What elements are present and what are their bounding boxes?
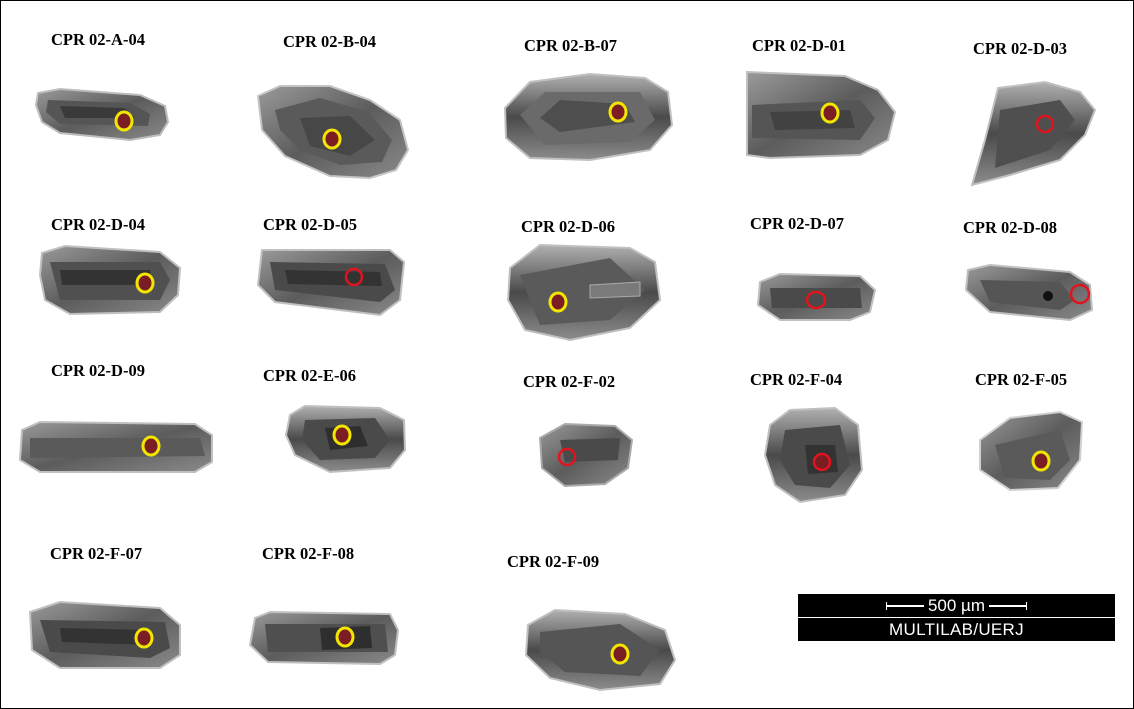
zircon-grain — [964, 263, 1094, 322]
zircon-grain — [256, 249, 406, 317]
grain-label: CPR 02-D-05 — [263, 215, 357, 234]
grain-label: CPR 02-F-02 — [523, 372, 616, 391]
grain-label: CPR 02-D-04 — [51, 215, 145, 234]
zircon-grain — [28, 600, 181, 669]
scale-bar: 500 µm MULTILAB/UERJ — [798, 594, 1115, 641]
analysis-spot-markers — [114, 101, 1091, 665]
grain-label: CPR 02-F-04 — [750, 370, 843, 389]
scale-length-text: 500 µm — [927, 595, 986, 615]
zircon-grain — [506, 243, 662, 342]
grain-label: CPR 02-F-07 — [50, 544, 143, 563]
grain-label: CPR 02-D-09 — [51, 361, 145, 380]
grain-label: CPR 02-D-03 — [973, 39, 1067, 58]
zircon-grain — [18, 420, 213, 473]
zircon-grain — [524, 608, 677, 692]
lab-name: MULTILAB/UERJ — [889, 619, 1024, 639]
zircon-grain — [38, 244, 182, 316]
zircon-grain — [756, 272, 877, 321]
grain-label: CPR 02-F-08 — [262, 544, 355, 563]
zircon-grain — [34, 87, 170, 142]
zircon-grain — [970, 80, 1097, 187]
grain-label: CPR 02-B-07 — [524, 36, 618, 55]
grain-label: CPR 02-F-09 — [507, 552, 600, 571]
zircon-grain — [979, 410, 1084, 492]
grain-label: CPR 02-A-04 — [51, 30, 145, 49]
grain-label: CPR 02-B-04 — [283, 32, 377, 51]
grain-label: CPR 02-D-01 — [752, 36, 846, 55]
grain-label: CPR 02-D-08 — [963, 218, 1057, 237]
grain-label: CPR 02-E-06 — [263, 366, 357, 385]
zircon-grain — [503, 72, 674, 162]
zircon-grain — [763, 406, 864, 504]
zircon-grain — [538, 422, 634, 488]
grain-label: CPR 02-F-05 — [975, 370, 1068, 389]
grain-label: CPR 02-D-07 — [750, 214, 844, 233]
zircon-grain — [248, 610, 400, 666]
scale-line-right — [989, 601, 1028, 610]
grain-label: CPR 02-D-06 — [521, 217, 615, 236]
scale-line-left — [885, 601, 924, 610]
